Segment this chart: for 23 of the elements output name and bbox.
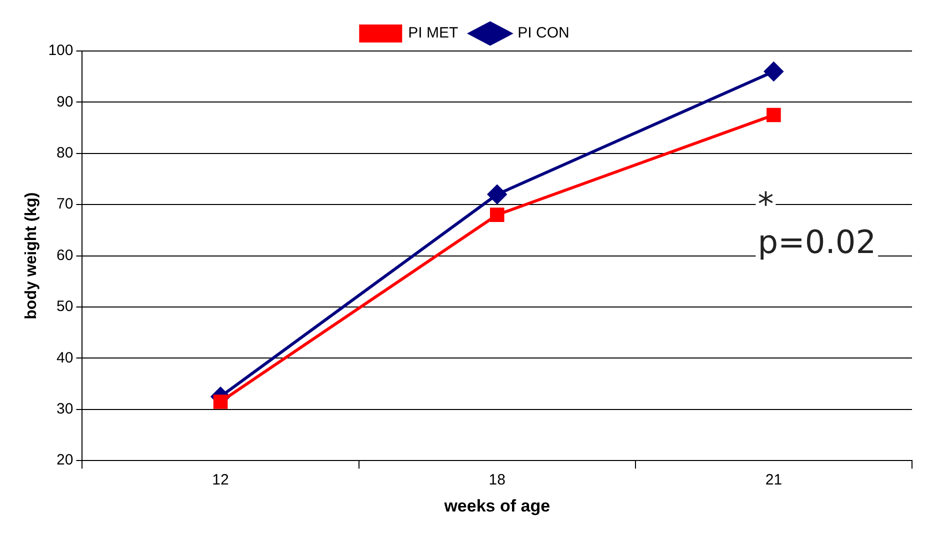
x-tick-label: 18 — [488, 472, 506, 489]
y-tick-label: 20 — [56, 452, 74, 469]
y-tick-label: 60 — [56, 246, 74, 264]
legend-label: PI CON — [518, 24, 570, 42]
y-axis-title: body weight (kg) — [23, 192, 40, 320]
x-axis-title: weeks of age — [443, 496, 550, 516]
y-tick-label: 70 — [56, 196, 74, 213]
annotation: * — [758, 184, 774, 223]
point — [766, 108, 781, 122]
point — [488, 184, 507, 204]
point — [764, 62, 784, 81]
y-tick-label: 30 — [56, 400, 74, 418]
y-tick-label: 100 — [48, 42, 74, 60]
x-tick-label: 21 — [765, 472, 782, 489]
y-tick-label: 80 — [56, 144, 74, 162]
point — [213, 394, 228, 409]
y-tick-label: 50 — [56, 298, 74, 316]
point — [490, 208, 504, 222]
annotation: p=0.02 — [758, 222, 876, 261]
y-tick-label: 90 — [56, 93, 74, 110]
legend-label: PI MET — [408, 24, 458, 42]
y-tick-label: 40 — [56, 349, 74, 366]
x-tick-label: 12 — [212, 472, 229, 489]
